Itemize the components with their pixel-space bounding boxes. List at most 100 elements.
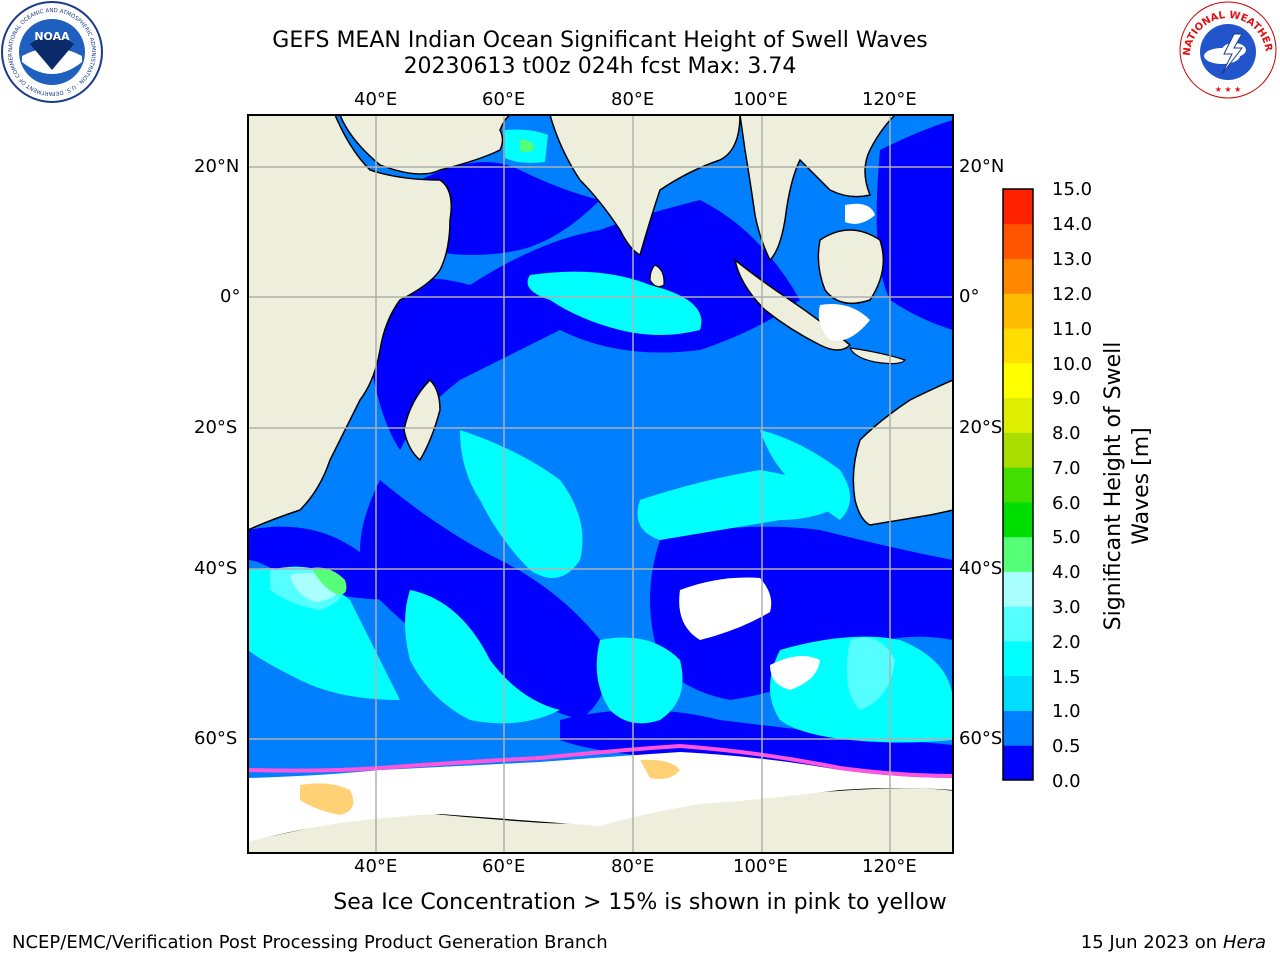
colorbar-title-line2: Waves [m] (1129, 427, 1154, 545)
swell-band-0-0.5-asia (876, 120, 953, 330)
colorbar-frame (1002, 188, 1034, 781)
colorbar-label-10.0: 10.0 (1052, 354, 1093, 375)
lon-label-bottom-120e: 120°E (862, 856, 917, 877)
chart-title: GEFS MEAN Indian Ocean Significant Heigh… (272, 28, 928, 53)
colorbar-label-0.0: 0.0 (1052, 771, 1081, 792)
map-frame (247, 114, 954, 854)
colorbar-label-8.0: 8.0 (1052, 423, 1081, 444)
lat-label-right-40s: 40°S (959, 558, 1003, 579)
colorbar-title-line1: Significant Height of Swell (1101, 341, 1126, 631)
footer-date-text: 15 Jun 2023 on (1080, 932, 1218, 953)
footer-date: 15 Jun 2023 on Hera (1081, 932, 1266, 953)
sea-ice-high-concentration (300, 759, 680, 815)
swell-band-1.0-1.5-central-2 (637, 470, 850, 540)
swell-band-0-0.5-north (370, 200, 800, 450)
chart-subtitle: 20230613 t00z 024h fcst Max: 3.74 (403, 54, 797, 79)
land-java (848, 347, 907, 365)
lon-label-top-80e: 80°E (611, 89, 655, 110)
svg-text:★ ★ ★: ★ ★ ★ (1215, 85, 1242, 94)
no-data-patch-1 (679, 577, 772, 640)
colorbar-segment-7 (1003, 501, 1033, 538)
colorbar-segment-16 (1003, 189, 1033, 225)
swell-band-1.5-2.0-southeast (846, 637, 895, 710)
colorbar-segment-13 (1003, 293, 1033, 329)
noaa-logo-text: NOAA (34, 30, 70, 43)
lon-label-bottom-60e: 60°E (482, 856, 526, 877)
swell-band-0-0.5-south (560, 710, 953, 775)
colorbar-label-13.0: 13.0 (1052, 249, 1093, 270)
lat-label-left-40s: 40°S (194, 558, 238, 579)
colorbar-label-0.5: 0.5 (1052, 736, 1081, 757)
colorbar-segment-0 (1003, 745, 1033, 781)
land-madagascar (403, 378, 441, 462)
swell-band-3.0-4.0-arabian (520, 139, 535, 153)
lon-label-top-60e: 60°E (482, 89, 526, 110)
colorbar-label-1.0: 1.0 (1052, 701, 1081, 722)
swell-band-0-0.5-east (650, 526, 953, 700)
colorbar-label-1.5: 1.5 (1052, 667, 1081, 688)
lon-label-top-40e: 40°E (354, 89, 398, 110)
colorbar-label-12.0: 12.0 (1052, 284, 1093, 305)
colorbar-segment-12 (1003, 328, 1033, 364)
land-sumatra (733, 258, 852, 351)
colorbar-segment-8 (1003, 467, 1033, 503)
footer-credit: NCEP/EMC/Verification Post Processing Pr… (12, 932, 608, 953)
swell-band-1.0-1.5-south (405, 590, 560, 724)
colorbar-segment-1 (1003, 710, 1033, 746)
nws-logo: NATIONAL WEATHER SERVICE ★ ★ ★ (1176, 0, 1277, 99)
no-data-patch-3 (818, 304, 870, 341)
lat-label-left-60s: 60°S (194, 728, 238, 749)
colorbar-segment-2 (1003, 675, 1033, 711)
sea-ice-edge (248, 743, 953, 778)
colorbar-segment-10 (1003, 397, 1033, 433)
swell-band-1.0-1.5-central (460, 430, 583, 578)
lat-label-left-20s: 20°S (194, 417, 238, 438)
lon-label-top-100e: 100°E (733, 89, 788, 110)
lat-label-right-60s: 60°S (959, 728, 1003, 749)
colorbar-label-6.0: 6.0 (1052, 493, 1081, 514)
colorbar-label-11.0: 11.0 (1052, 319, 1093, 340)
land-africa-arabia (248, 115, 512, 531)
colorbar (1003, 189, 1033, 781)
map-plot-area (248, 115, 953, 853)
colorbar-segment-9 (1003, 432, 1033, 468)
colorbar-segment-4 (1003, 606, 1033, 642)
noaa-logo: NATIONAL OCEANIC AND ATMOSPHERIC ADMINIS… (0, 0, 103, 103)
colorbar-label-5.0: 5.0 (1052, 527, 1081, 548)
swell-band-0-0.5-north-2 (412, 162, 600, 255)
lat-label-right-20s: 20°S (959, 417, 1003, 438)
footer-machine: Hera (1222, 932, 1266, 953)
lon-label-bottom-40e: 40°E (354, 856, 398, 877)
graticule (248, 115, 953, 853)
colorbar-label-2.0: 2.0 (1052, 632, 1081, 653)
swell-band-1.0-1.5-southwest (248, 568, 400, 700)
lon-label-bottom-80e: 80°E (611, 856, 655, 877)
no-data-patch-2 (770, 656, 820, 690)
colorbar-label-4.0: 4.0 (1052, 562, 1081, 583)
colorbar-label-7.0: 7.0 (1052, 458, 1081, 479)
swell-band-1.0-1.5-equatorial (527, 271, 702, 335)
sea-ice-white (248, 752, 953, 842)
colorbar-label-9.0: 9.0 (1052, 388, 1081, 409)
colorbar-label-3.0: 3.0 (1052, 597, 1081, 618)
colorbar-segment-15 (1003, 223, 1033, 260)
swell-band-1.0-1.5-south-2 (596, 637, 683, 724)
swell-band-3.0-4.0-max (312, 567, 347, 595)
lon-label-bottom-100e: 100°E (733, 856, 788, 877)
swell-band-0-0.5-central (360, 480, 607, 720)
land-sri-lanka (649, 264, 665, 288)
swell-band-1.0-1.5-east (760, 430, 850, 520)
colorbar-label-15.0: 15.0 (1052, 179, 1093, 200)
swell-band-0-0.5-southwest (248, 526, 400, 600)
colorbar-title: Significant Height of Swell Waves [m] (1100, 342, 1156, 631)
lat-label-right-0: 0° (959, 286, 980, 307)
colorbar-label-14.0: 14.0 (1052, 214, 1093, 235)
lat-label-right-20n: 20°N (959, 156, 1005, 177)
land-australia (852, 379, 953, 526)
colorbar-segment-11 (1003, 362, 1033, 399)
land-southeast-asia (739, 115, 897, 262)
sea-ice-caption: Sea Ice Concentration > 15% is shown in … (333, 890, 947, 915)
colorbar-segment-5 (1003, 571, 1033, 607)
lat-label-left-0: 0° (220, 286, 241, 307)
